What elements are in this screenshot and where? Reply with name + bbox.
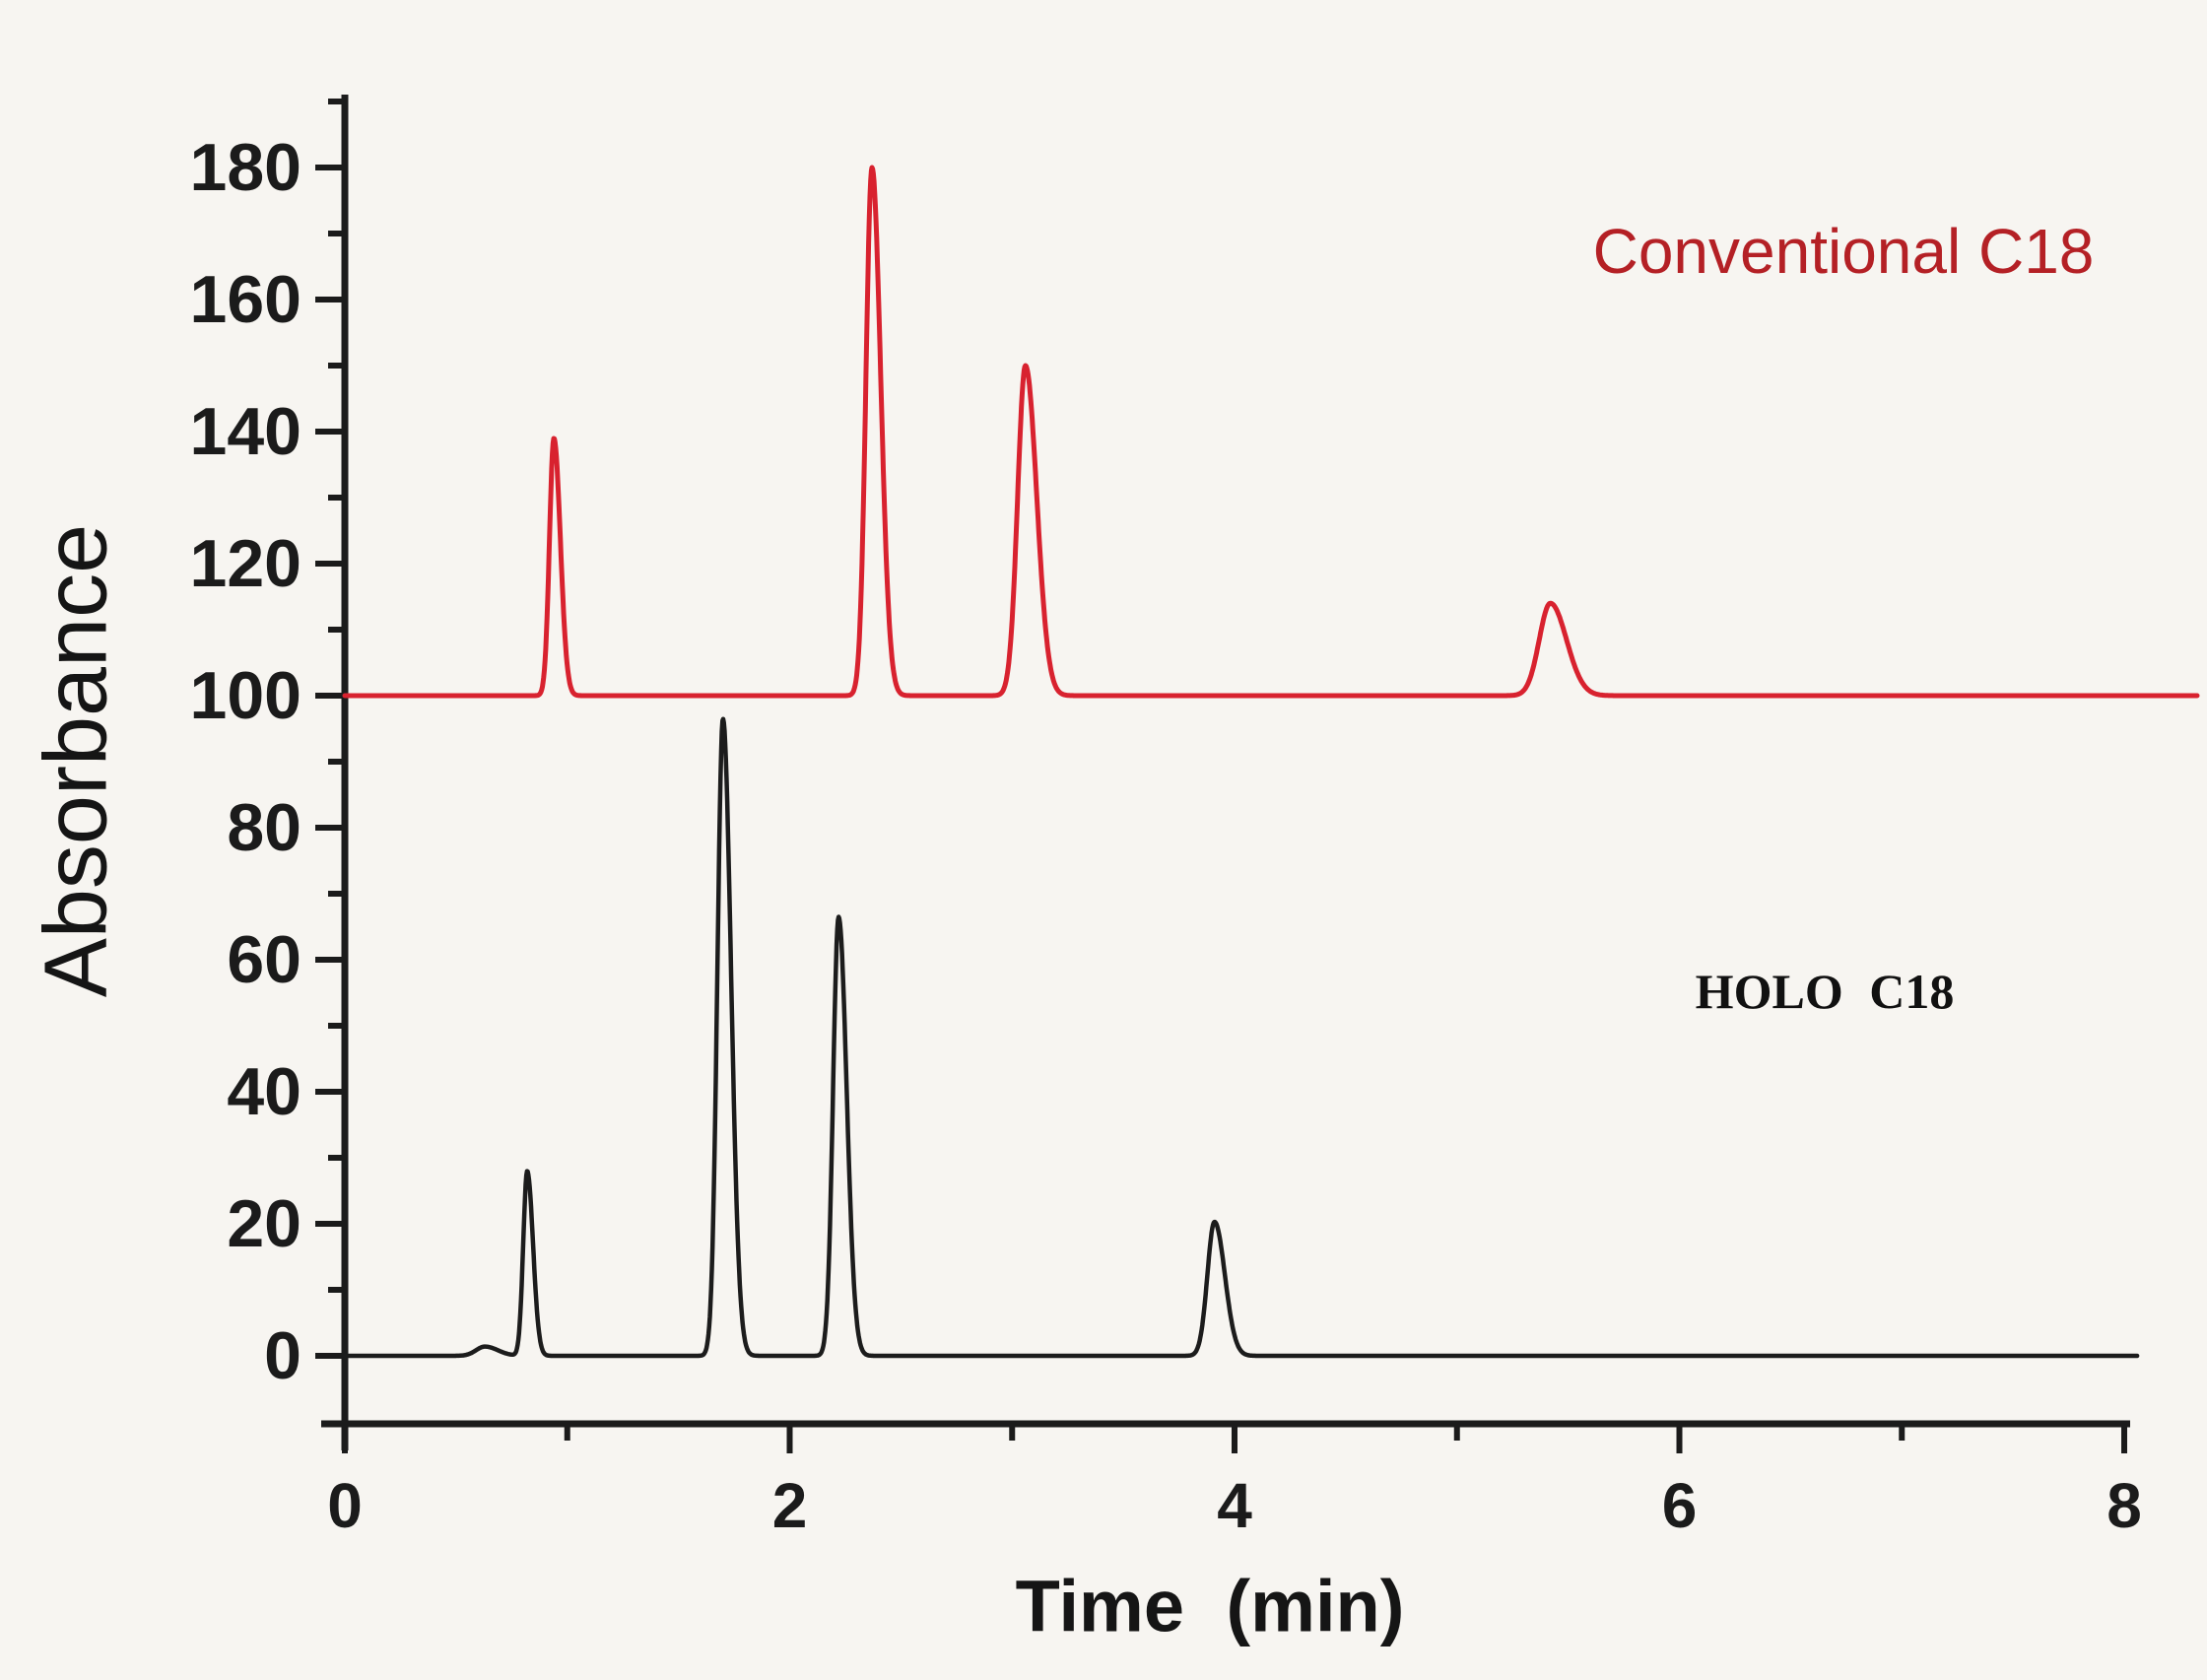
x-tick-label: 8 [2107, 1470, 2142, 1541]
x-tick-label: 6 [1661, 1470, 1698, 1541]
traces [342, 165, 2200, 1359]
axes [315, 95, 2130, 1453]
y-tick-label: 120 [189, 526, 301, 601]
trace-conventional-c18 [342, 165, 2200, 699]
y-tick-label: 100 [189, 658, 301, 733]
x-axis-title: Time (min) [1015, 1565, 1405, 1647]
x-tick-label: 4 [1217, 1470, 1252, 1541]
y-axis-title: Absorbance [27, 523, 126, 998]
y-tick-label: 40 [227, 1054, 301, 1129]
series-label-holo-c18: HOLO C18 [1695, 964, 1955, 1019]
trace-holo-c18 [342, 716, 2140, 1359]
y-tick-label: 60 [227, 922, 301, 997]
y-tick-label: 160 [189, 262, 301, 337]
series-label-conventional-c18: Conventional C18 [1592, 216, 2095, 287]
y-tick-label: 0 [264, 1318, 301, 1393]
y-tick-label: 20 [227, 1186, 301, 1261]
x-tick-label: 2 [771, 1470, 808, 1541]
x-tick-label: 0 [327, 1470, 363, 1541]
y-tick-label: 80 [227, 790, 301, 865]
y-tick-label: 180 [189, 130, 301, 205]
y-tick-label: 140 [189, 394, 301, 469]
